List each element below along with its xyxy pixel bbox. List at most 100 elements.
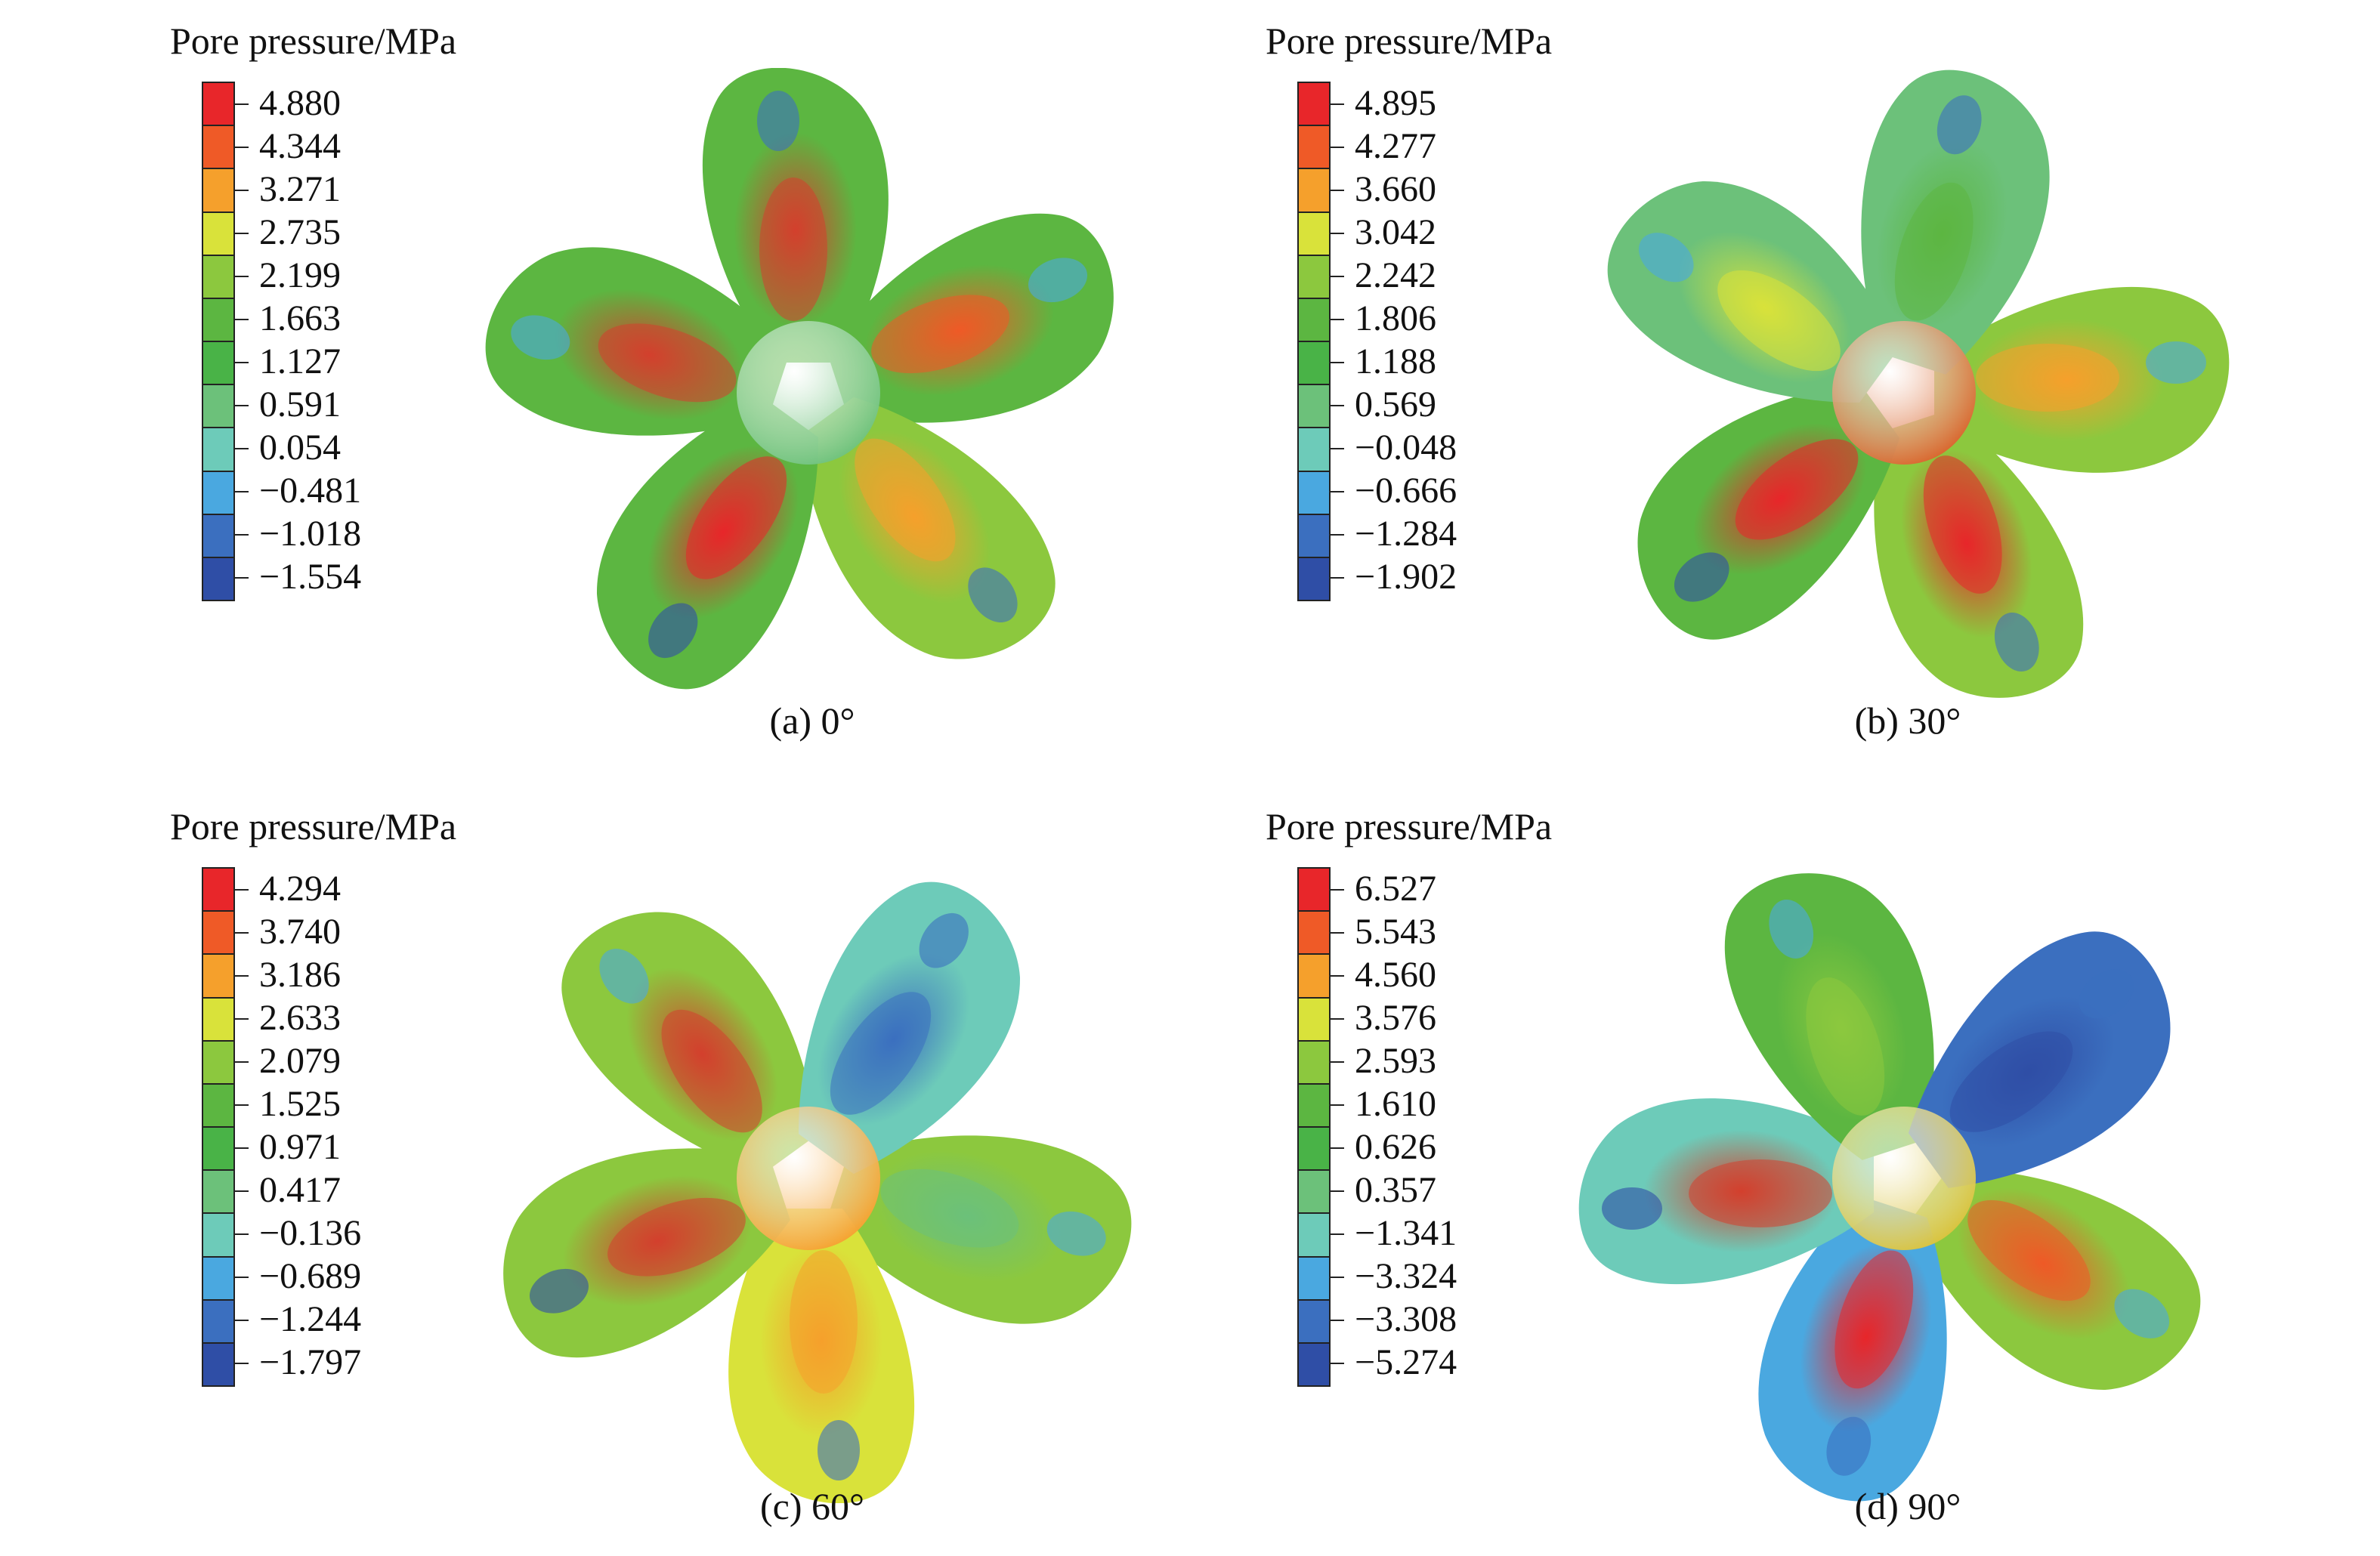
tick-label: 3.186 (259, 954, 341, 995)
tick-label: 6.527 (1355, 868, 1436, 909)
tick-label: 0.054 (259, 427, 341, 468)
colorbar-segment (1299, 1300, 1329, 1344)
tick-mark (1329, 888, 1344, 891)
colorbar-segment (1299, 557, 1329, 600)
tick-mark (233, 1190, 249, 1192)
tick-label: 3.271 (259, 168, 341, 209)
hub-icon (1832, 1107, 1976, 1250)
propeller-blade-icon (1724, 873, 1934, 1160)
tick-mark (1329, 275, 1344, 277)
tick-mark (233, 974, 249, 977)
tick-label: 3.660 (1355, 168, 1436, 209)
propeller-blade-icon (1874, 411, 2084, 698)
colorbar-segment (1299, 1084, 1329, 1128)
colorbar-segment (1299, 955, 1329, 999)
tick-mark (1329, 1147, 1344, 1149)
tick-label: −1.902 (1355, 556, 1457, 597)
tick-mark (233, 1147, 249, 1149)
tick-label: −1.244 (259, 1298, 362, 1339)
propeller-contour (485, 68, 1114, 690)
tick-mark (1329, 1060, 1344, 1063)
propeller-blade-icon (1908, 931, 2171, 1188)
panel-caption: (d) 90° (1854, 1485, 1961, 1527)
colorbar-segment (203, 1084, 233, 1128)
colorbar-segment (203, 83, 233, 127)
tick-label: 4.344 (259, 125, 341, 166)
hub-icon (1832, 321, 1976, 465)
propeller-blade-icon (561, 912, 818, 1175)
colorbar-segment (1299, 1214, 1329, 1258)
tick-mark (233, 146, 249, 148)
colorbar-segment (1299, 428, 1329, 472)
tick-label: −1.341 (1355, 1212, 1457, 1253)
colorbar (1297, 867, 1331, 1387)
colorbar-segment (203, 212, 233, 256)
tick-label: 3.042 (1355, 211, 1436, 252)
colorbar-segment (203, 514, 233, 558)
tick-mark (1329, 1319, 1344, 1321)
hub-icon (737, 1107, 880, 1250)
tick-mark (233, 576, 249, 579)
tick-label: 4.895 (1355, 82, 1436, 123)
colorbar-segment (1299, 385, 1329, 429)
colorbar-segment (203, 428, 233, 472)
tick-mark (1329, 1017, 1344, 1020)
legend-title: Pore pressure/MPa (170, 20, 457, 62)
tick-label: −0.666 (1355, 470, 1457, 511)
tick-label: 0.569 (1355, 384, 1436, 425)
tick-mark (1329, 490, 1344, 492)
tick-mark (1329, 533, 1344, 536)
propeller-blade-icon (597, 397, 818, 690)
tick-label: 1.610 (1355, 1083, 1436, 1124)
colorbar (202, 867, 235, 1387)
tick-label: 4.294 (259, 868, 341, 909)
tick-label: −3.324 (1355, 1255, 1457, 1296)
tick-mark (233, 189, 249, 191)
colorbar-segment (1299, 126, 1329, 170)
colorbar-segment (1299, 514, 1329, 558)
colorbar-segment (203, 298, 233, 343)
tick-label: 1.525 (259, 1083, 341, 1124)
colorbar-segment (1299, 298, 1329, 343)
tick-mark (1329, 974, 1344, 977)
colorbar-segment (203, 1300, 233, 1344)
colorbar-segment (203, 169, 233, 213)
propeller-blade-icon (1934, 286, 2230, 473)
propeller-blade-icon (827, 213, 1114, 423)
propeller-blade-icon (799, 881, 1020, 1175)
tick-label: 2.735 (259, 211, 341, 252)
tick-label: −1.284 (1355, 513, 1457, 554)
panel-caption: (c) 60° (760, 1485, 864, 1527)
tick-label: 1.127 (259, 341, 341, 381)
tick-mark (233, 490, 249, 492)
tick-mark (233, 232, 249, 234)
tick-mark (233, 404, 249, 406)
propeller-blade-icon (1908, 1169, 2201, 1390)
propeller-contour (503, 881, 1132, 1503)
tick-label: 0.417 (259, 1169, 341, 1210)
tick-mark (233, 1276, 249, 1278)
colorbar-segment (203, 869, 233, 912)
tick-mark (1329, 361, 1344, 363)
tick-label: 2.242 (1355, 255, 1436, 295)
tick-label: 5.543 (1355, 911, 1436, 952)
propeller-blade-icon (728, 1209, 915, 1503)
tick-label: 2.633 (259, 997, 341, 1038)
tick-label: 1.188 (1355, 341, 1436, 381)
tick-mark (233, 888, 249, 891)
colorbar-segment (203, 255, 233, 299)
colorbar-segment (1299, 869, 1329, 912)
colorbar-segment (1299, 255, 1329, 299)
colorbar-segment (1299, 912, 1329, 956)
colorbar-segment (1299, 83, 1329, 127)
colorbar-segment (1299, 1041, 1329, 1085)
panel-caption: (b) 30° (1854, 699, 1961, 742)
tick-mark (1329, 1362, 1344, 1364)
tick-label: −0.481 (259, 470, 362, 511)
colorbar-segment (203, 1128, 233, 1172)
tick-label: −3.308 (1355, 1298, 1457, 1339)
tick-mark (233, 318, 249, 320)
colorbar-segment (1299, 998, 1329, 1042)
panel-2: Pore pressure/MPa 4.294 3.740 3.186 2.633 2.0… (170, 801, 1288, 1556)
legend-title: Pore pressure/MPa (170, 805, 457, 847)
